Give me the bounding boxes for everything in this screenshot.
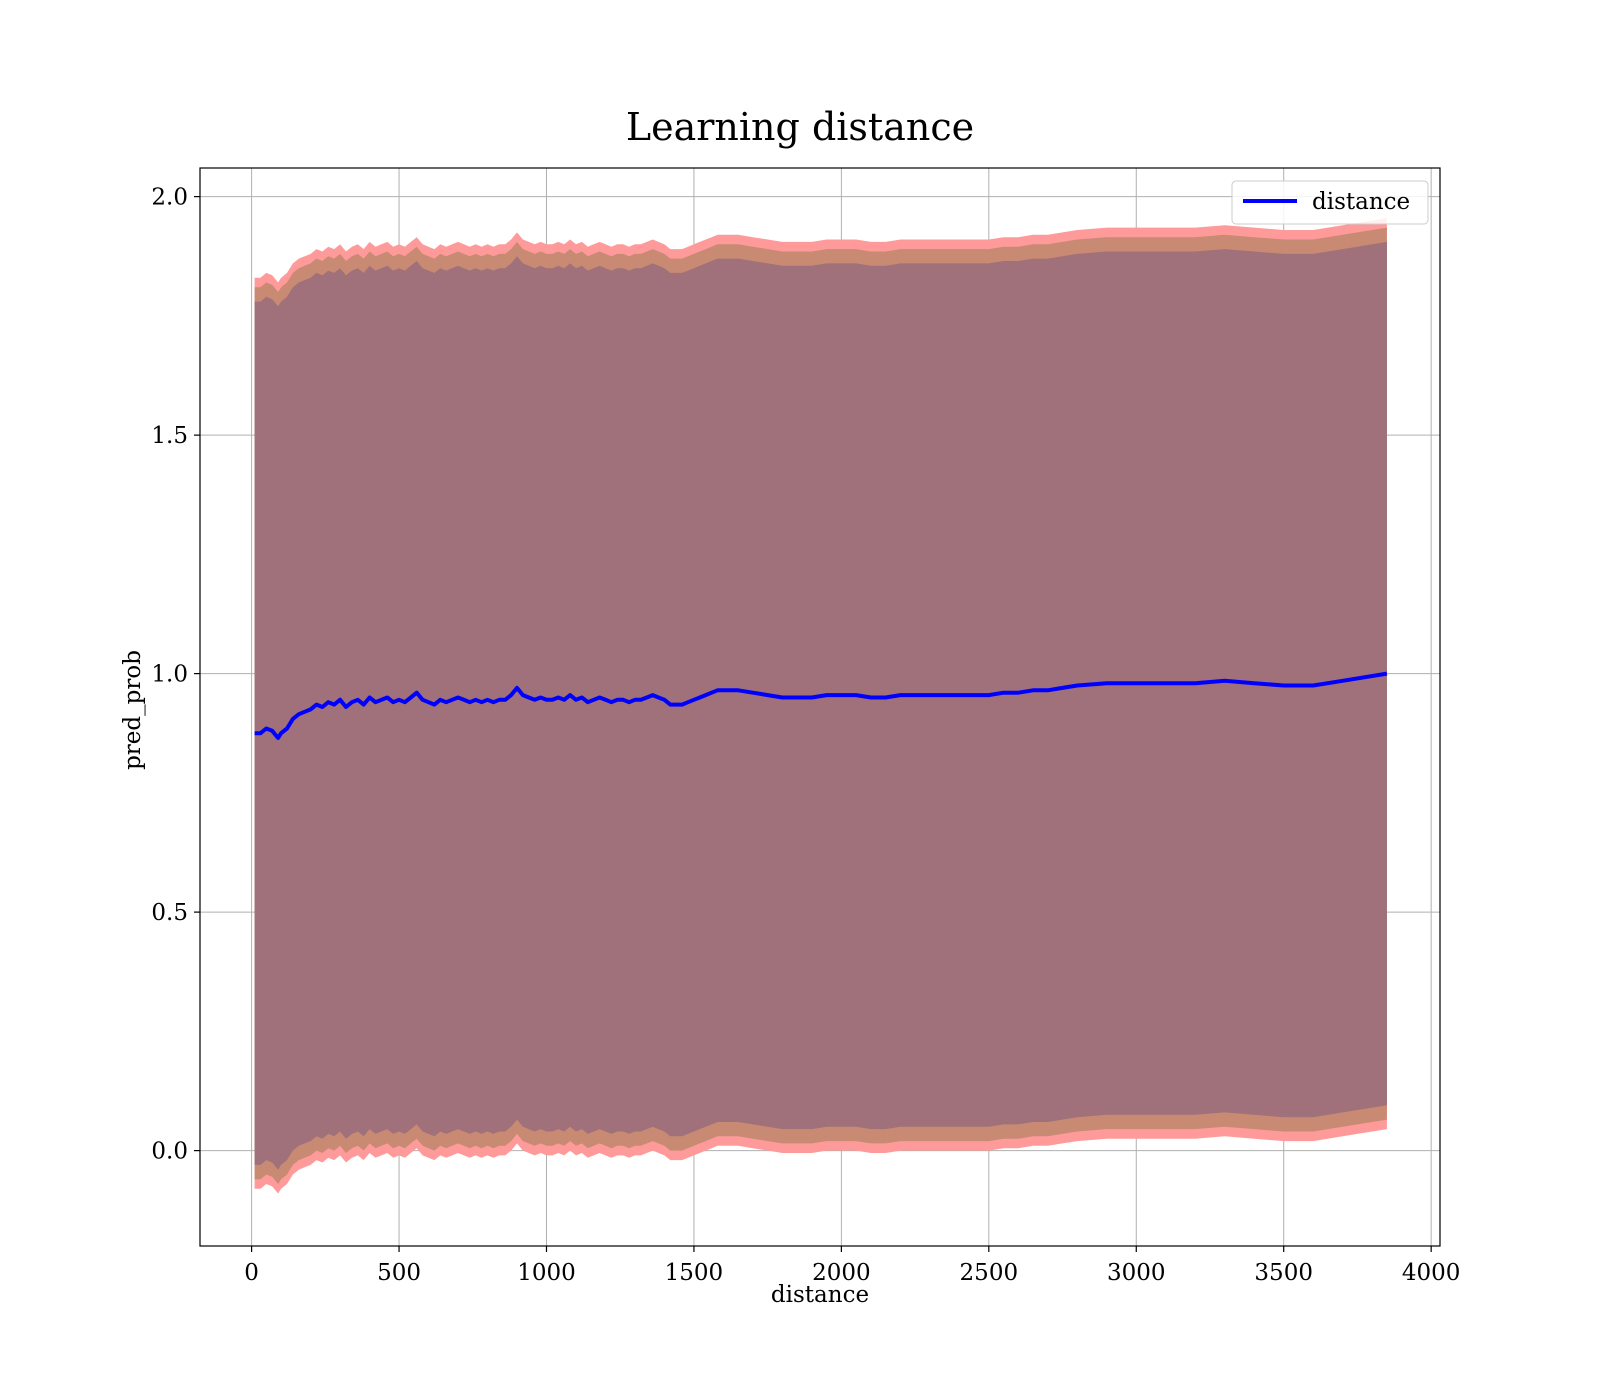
- axes-frame: [199, 167, 1441, 1247]
- legend: distance: [1231, 180, 1429, 225]
- x-axis-label: distance: [771, 1282, 869, 1308]
- y-axis-label: pred_prob: [120, 650, 146, 770]
- confidence-bands: [254, 218, 1387, 1194]
- x-tick-label: 2000: [812, 1260, 871, 1286]
- y-tick-label: 0.5: [151, 900, 188, 926]
- legend-box: [1231, 180, 1429, 225]
- x-axis-ticks: 0 500 1000 1500 2000 2500 3000 3500 4000: [244, 1246, 1460, 1286]
- x-tick-label: 3000: [1107, 1260, 1166, 1286]
- band-inner: [254, 241, 1387, 1170]
- y-tick-label: 2.0: [151, 185, 188, 211]
- x-tick-label: 3500: [1254, 1260, 1313, 1286]
- x-tick-label: 4000: [1402, 1260, 1461, 1286]
- y-tick-label: 1.5: [151, 423, 188, 449]
- x-tick-label: 1000: [517, 1260, 576, 1286]
- chart-title: Learning distance: [626, 105, 974, 149]
- series-lines: [254, 671, 1388, 740]
- series-line-distance: [254, 671, 1388, 740]
- y-tick-label: 0.0: [151, 1139, 188, 1165]
- y-tick-label: 1.0: [151, 662, 188, 688]
- legend-label-distance: distance: [1312, 189, 1410, 215]
- x-tick-label: 2500: [960, 1260, 1019, 1286]
- x-tick-label: 1500: [665, 1260, 724, 1286]
- x-tick-label: 0: [244, 1260, 259, 1286]
- x-tick-label: 500: [377, 1260, 421, 1286]
- plot-area: [199, 167, 1441, 1247]
- y-axis-ticks: 0.0 0.5 1.0 1.5 2.0: [151, 185, 200, 1165]
